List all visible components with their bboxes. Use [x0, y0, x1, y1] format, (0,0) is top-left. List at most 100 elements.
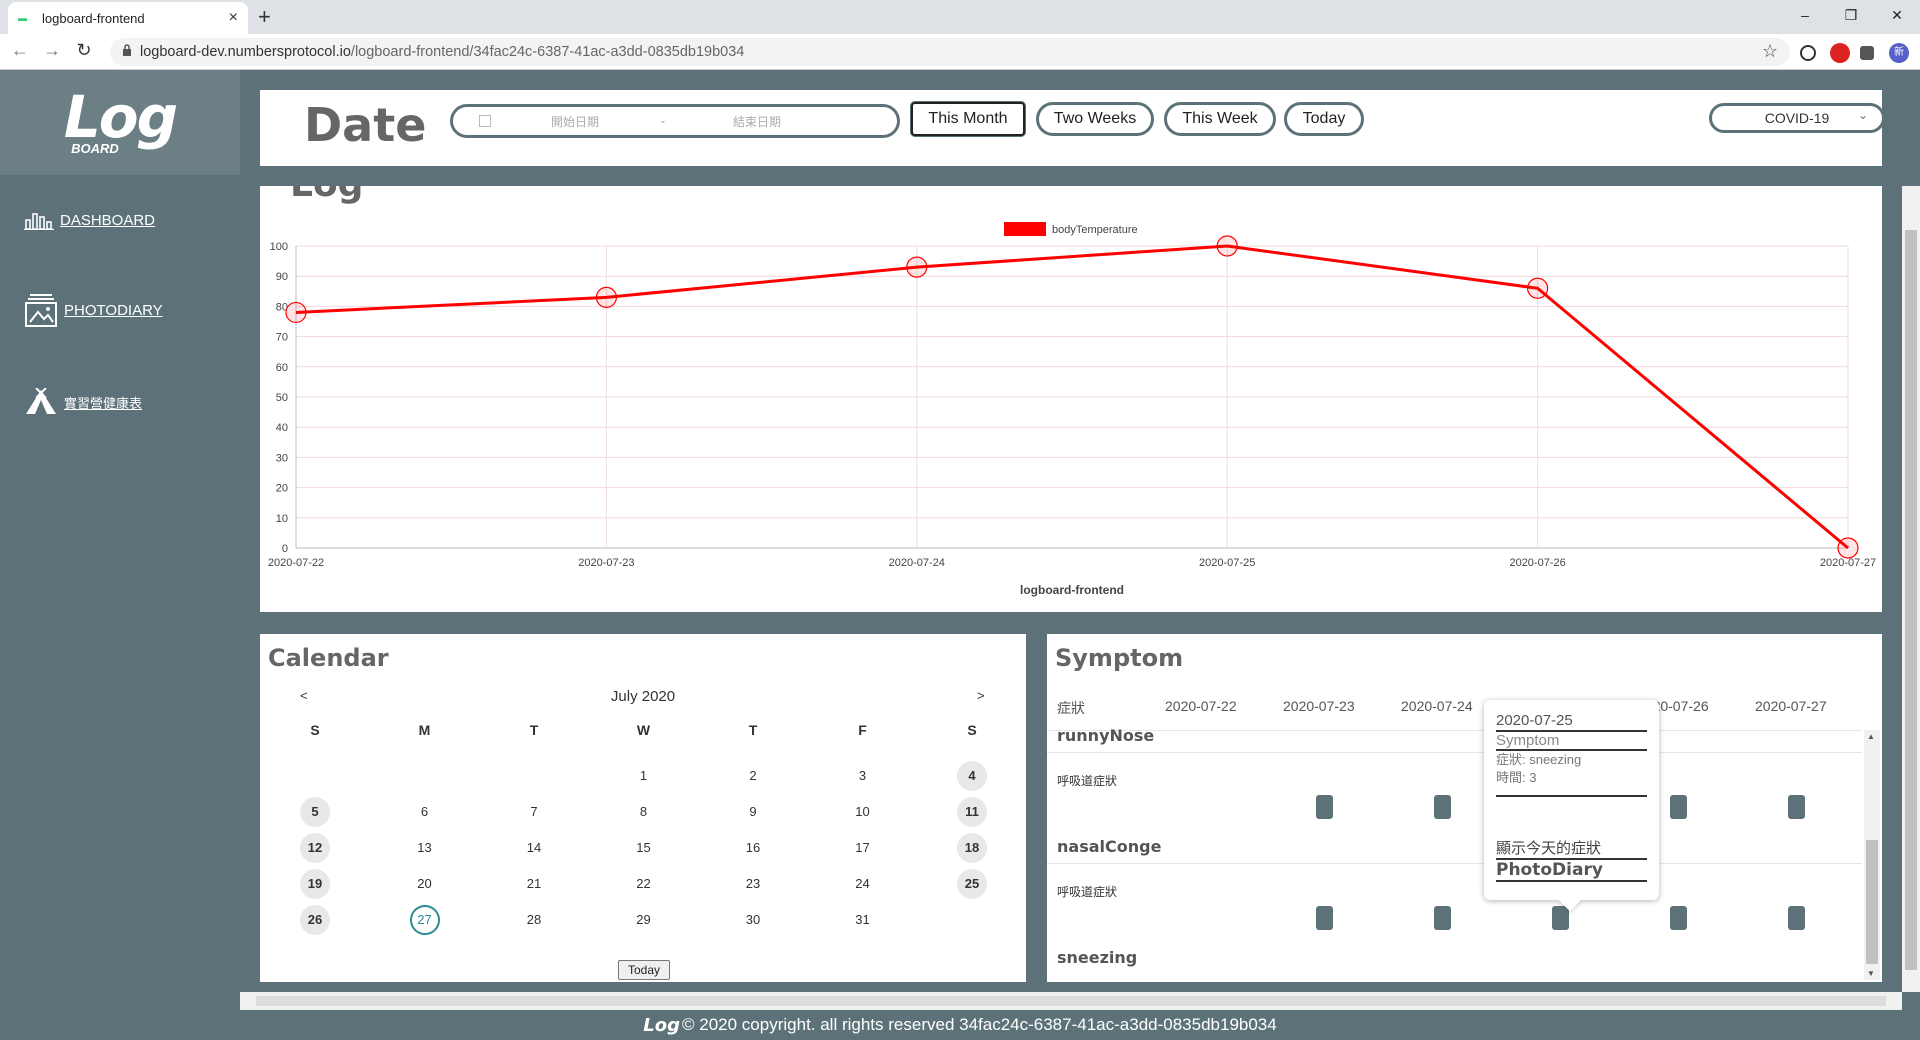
symptom-mark[interactable] [1788, 795, 1805, 819]
calendar-day[interactable]: 1 [639, 768, 648, 783]
calendar-day[interactable]: 3 [858, 768, 867, 783]
series-line [295, 244, 1849, 550]
symptom-mark[interactable] [1552, 906, 1569, 930]
footer-copyright: © 2020 copyright. all rights reserved 34… [682, 1015, 1277, 1034]
calendar-day[interactable]: 2 [749, 768, 757, 783]
calendar-day[interactable]: 30 [745, 912, 761, 927]
calendar-day[interactable]: 29 [636, 912, 651, 927]
new-tab-button[interactable]: + [258, 4, 271, 29]
today-button[interactable]: Today [1284, 102, 1364, 136]
calendar-day[interactable]: 20 [417, 876, 432, 891]
calendar-day[interactable]: 4 [957, 761, 987, 791]
symptom-mark[interactable] [1316, 795, 1333, 819]
calendar-day[interactable]: 8 [639, 804, 648, 819]
calendar-day[interactable]: 28 [526, 912, 542, 927]
photodiary-link[interactable]: PhotoDiary [1496, 860, 1647, 882]
calendar-day[interactable]: 21 [526, 876, 542, 891]
page-horizontal-scrollbar[interactable] [240, 992, 1902, 1010]
end-date-input[interactable]: 結束日期 [733, 114, 782, 129]
puzzle-extension-icon[interactable] [1860, 46, 1874, 60]
sidebar-item-photodiary[interactable]: PHOTODIARY [24, 292, 163, 328]
symptom-scrollbar[interactable]: ▲ ▼ [1864, 730, 1880, 980]
symptom-card: Symptom 症狀 ▲ ▼ 2020-07-22 2020-07-23 2020-… [1047, 634, 1882, 982]
url-bar[interactable]: logboard-dev.numbersprotocol.io/logboard… [110, 38, 1790, 66]
forward-icon[interactable]: → [43, 40, 61, 60]
calendar-day[interactable]: 31 [855, 912, 870, 927]
tooltip-type: Symptom [1496, 732, 1647, 751]
data-point [906, 256, 928, 278]
scroll-thumb[interactable] [256, 996, 1886, 1006]
symptom-mark[interactable] [1670, 906, 1687, 930]
url-host: logboard-dev.numbersprotocol.io [140, 44, 351, 60]
calendar-day[interactable]: 12 [300, 833, 330, 863]
calendar-day[interactable]: 26 [300, 905, 330, 935]
calendar-day[interactable]: 13 [417, 840, 432, 855]
legend-label: bodyTemperature [1052, 224, 1138, 236]
this-week-button[interactable]: This Week [1164, 102, 1276, 136]
page-title: Date [304, 98, 427, 152]
media-extension-icon[interactable] [1800, 45, 1816, 61]
date-range-picker[interactable]: 開始日期 - 結束日期 [450, 104, 900, 138]
url-path: /logboard-frontend/34fac24c-6387-41ac-a3… [350, 44, 745, 60]
calendar-day[interactable]: 18 [957, 833, 987, 863]
calendar-day[interactable]: 15 [636, 840, 651, 855]
browser-tab[interactable]: ▬ logboard-frontend × [8, 2, 248, 34]
maximize-button[interactable]: ❐ [1844, 6, 1858, 23]
logboard-logo[interactable]: Log BOARD [0, 70, 240, 175]
calendar-day[interactable]: 7 [530, 804, 538, 819]
footer: Log © 2020 copyright. all rights reserve… [0, 1010, 1920, 1040]
calendar-day[interactable]: 16 [745, 840, 761, 855]
calendar-day[interactable]: 10 [855, 804, 870, 819]
symptom-date-header: 2020-07-23 [1283, 698, 1355, 714]
back-icon[interactable]: ← [11, 40, 29, 60]
calendar-day[interactable]: 5 [300, 797, 330, 827]
start-date-input[interactable]: 開始日期 [551, 114, 600, 129]
calendar-day[interactable]: 11 [957, 797, 987, 827]
scroll-up-icon[interactable]: ▲ [1867, 732, 1875, 741]
calendar-day[interactable]: 14 [526, 840, 542, 855]
profile-avatar[interactable]: 新 [1889, 43, 1909, 63]
calendar-day[interactable]: 25 [957, 869, 987, 899]
scroll-thumb[interactable] [1866, 840, 1878, 964]
calendar-day-today[interactable]: 27 [409, 905, 440, 935]
tooltip-date: 2020-07-25 [1496, 712, 1647, 732]
scroll-down-icon[interactable]: ▼ [1867, 969, 1875, 978]
two-weeks-button[interactable]: Two Weeks [1036, 102, 1154, 136]
bookmark-star-icon[interactable]: ☆ [1761, 41, 1778, 61]
close-window-button[interactable]: ✕ [1891, 6, 1903, 23]
disease-select[interactable]: COVID-19 ⌄ [1709, 103, 1885, 133]
calendar-day[interactable]: 24 [855, 876, 870, 891]
tab-close-icon[interactable]: × [228, 9, 238, 26]
calendar-day[interactable]: 17 [855, 840, 870, 855]
sidebar-item-label: 實習營健康表 [64, 395, 143, 411]
symptom-mark[interactable] [1670, 795, 1687, 819]
calendar-day[interactable]: 23 [745, 876, 761, 891]
calendar-today-button[interactable]: Today [618, 960, 670, 980]
x-axis-label: logboard-frontend [1020, 583, 1124, 597]
calendar-day[interactable]: 22 [636, 876, 651, 891]
this-month-button[interactable]: This Month [911, 102, 1025, 136]
symptom-mark[interactable] [1434, 906, 1451, 930]
show-today-symptoms-link[interactable]: 顯示今天的症狀 [1496, 837, 1647, 860]
y-tick-label: 0 [282, 543, 288, 555]
next-month-button[interactable]: > [977, 688, 985, 703]
scroll-thumb[interactable] [1905, 230, 1917, 970]
calendar-day[interactable]: 9 [749, 804, 757, 819]
calendar-day[interactable]: 6 [420, 804, 429, 819]
sidebar-item-dashboard[interactable]: DASHBOARD [24, 210, 155, 230]
prev-month-button[interactable]: < [300, 688, 308, 703]
opera-extension-icon[interactable] [1830, 43, 1850, 63]
minimize-button[interactable]: – [1801, 7, 1809, 23]
symptom-mark[interactable] [1788, 906, 1805, 930]
y-tick-label: 90 [276, 271, 288, 283]
sidebar-item-camp-health[interactable]: 實習營健康表 [24, 388, 142, 416]
calendar-day[interactable]: 19 [300, 869, 330, 899]
symptom-mark[interactable] [1316, 906, 1333, 930]
weekday-header: S [310, 722, 320, 738]
symptom-date-header: 2020-07-22 [1165, 698, 1237, 714]
page-vertical-scrollbar[interactable] [1902, 186, 1920, 992]
symptom-category: 呼吸道症狀 [1057, 774, 1118, 788]
bar-chart-icon [24, 213, 54, 230]
reload-icon[interactable]: ↻ [76, 40, 92, 60]
symptom-mark[interactable] [1434, 795, 1451, 819]
